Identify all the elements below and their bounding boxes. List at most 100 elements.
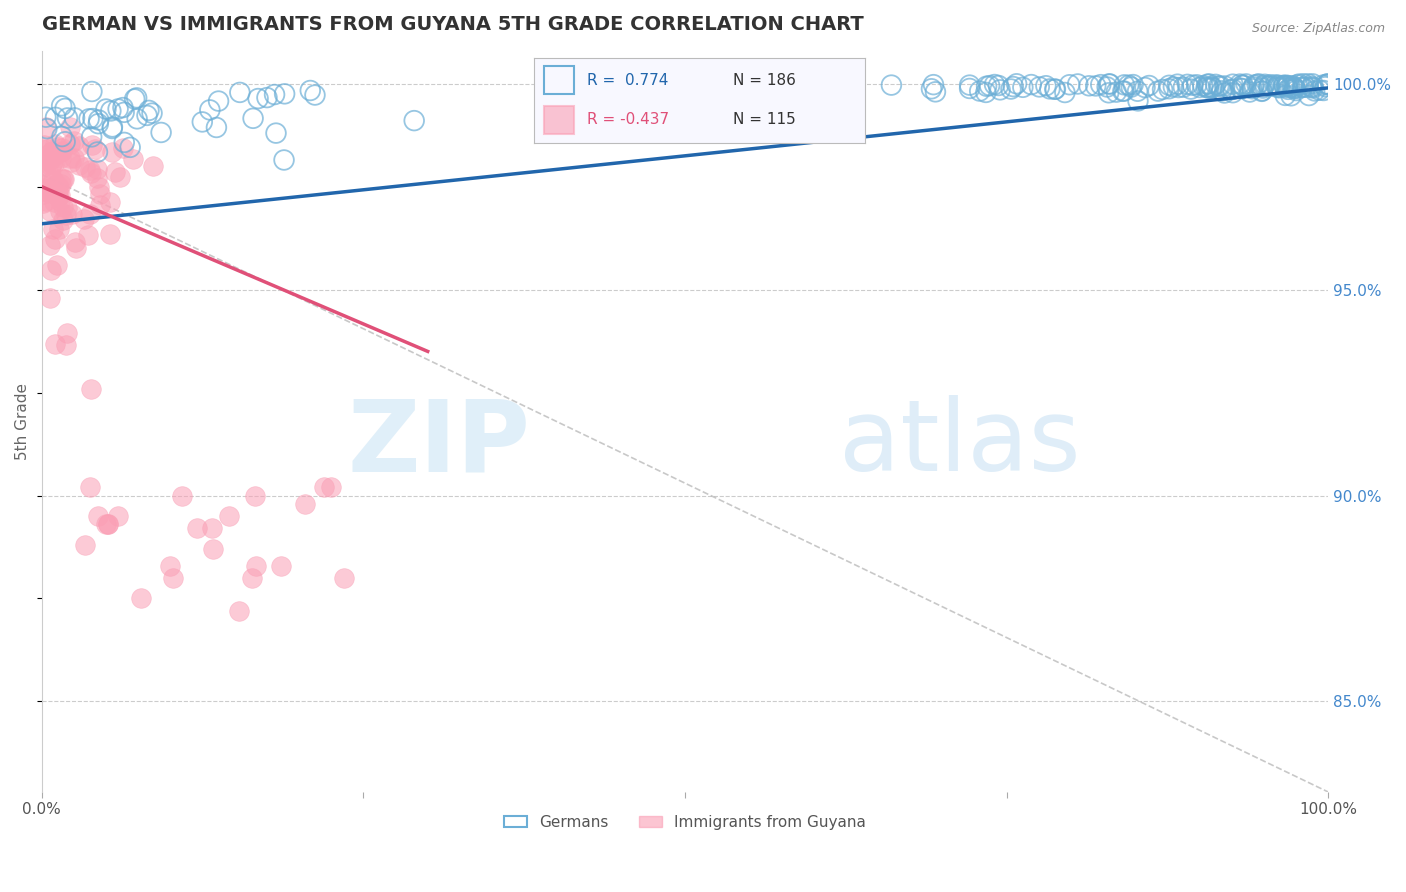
Germans [1267,80,1289,95]
Germans [1267,78,1289,93]
Germans [778,77,800,91]
Germans [1302,77,1324,91]
Immigrants from Guyana [41,152,63,166]
Immigrants from Guyana [83,142,105,156]
Germans [1084,78,1107,93]
Germans [1133,80,1156,95]
Germans [1301,80,1323,95]
Immigrants from Guyana [41,157,63,171]
Immigrants from Guyana [39,160,62,174]
Immigrants from Guyana [245,558,267,573]
Germans [1126,94,1149,108]
Immigrants from Guyana [63,235,86,249]
Immigrants from Guyana [34,120,56,134]
Germans [1234,77,1257,91]
Germans [35,121,58,136]
Germans [832,78,855,93]
Germans [959,81,981,95]
Germans [1039,82,1062,96]
Germans [1285,84,1308,98]
Immigrants from Guyana [243,489,266,503]
Germans [1000,82,1022,96]
Immigrants from Guyana [97,517,120,532]
Germans [87,113,110,128]
Germans [1232,78,1254,93]
Immigrants from Guyana [39,145,62,160]
Germans [1275,78,1298,93]
Germans [1247,77,1270,91]
Germans [1257,78,1279,93]
Immigrants from Guyana [32,196,55,211]
Immigrants from Guyana [32,186,55,201]
Germans [1053,86,1076,100]
Immigrants from Guyana [59,120,82,135]
Germans [1035,78,1057,93]
Germans [1272,78,1295,93]
Germans [1219,83,1241,97]
Immigrants from Guyana [89,198,111,212]
Immigrants from Guyana [333,571,356,585]
Germans [1230,78,1253,93]
Germans [1105,85,1128,99]
Germans [1011,80,1033,95]
Immigrants from Guyana [51,177,73,191]
Immigrants from Guyana [73,212,96,227]
Germans [1005,77,1028,91]
Germans [53,135,76,149]
Germans [1295,80,1317,95]
Immigrants from Guyana [44,136,66,151]
Immigrants from Guyana [39,291,62,305]
Germans [1137,78,1160,93]
Germans [880,78,903,92]
Germans [1286,78,1309,92]
Immigrants from Guyana [107,509,129,524]
Germans [256,90,278,104]
Germans [1275,79,1298,94]
Germans [921,82,943,96]
Germans [87,117,110,131]
Germans [1296,77,1319,91]
Immigrants from Guyana [55,208,77,222]
Germans [1243,78,1265,92]
Germans [1166,77,1188,91]
Immigrants from Guyana [86,509,108,524]
Germans [1198,77,1220,91]
Germans [112,105,135,120]
Text: GERMAN VS IMMIGRANTS FROM GUYANA 5TH GRADE CORRELATION CHART: GERMAN VS IMMIGRANTS FROM GUYANA 5TH GRA… [42,15,863,34]
Germans [1258,79,1281,94]
Germans [1126,84,1149,98]
Immigrants from Guyana [108,170,131,185]
Germans [1274,88,1296,103]
Germans [1152,82,1174,96]
Germans [1195,80,1218,95]
Immigrants from Guyana [59,136,82,151]
Text: atlas: atlas [839,395,1081,492]
Immigrants from Guyana [98,195,121,210]
Germans [1067,77,1090,91]
Legend: Germans, Immigrants from Guyana: Germans, Immigrants from Guyana [498,809,872,836]
Immigrants from Guyana [31,142,53,156]
Immigrants from Guyana [73,538,96,552]
Germans [1284,81,1306,95]
Germans [35,110,58,124]
Germans [82,112,104,126]
Germans [56,111,79,125]
Germans [125,91,148,105]
Germans [138,103,160,118]
Immigrants from Guyana [32,184,55,198]
Immigrants from Guyana [51,151,73,165]
Germans [1284,81,1306,95]
Germans [1205,78,1227,92]
Germans [1268,80,1291,95]
Immigrants from Guyana [80,382,103,396]
Germans [974,86,997,100]
Immigrants from Guyana [65,241,87,255]
Germans [299,83,322,97]
Germans [1188,80,1211,95]
Immigrants from Guyana [48,140,70,154]
Germans [1303,84,1326,98]
Germans [1198,81,1220,95]
Immigrants from Guyana [87,180,110,194]
Germans [304,88,326,103]
Germans [53,102,76,116]
